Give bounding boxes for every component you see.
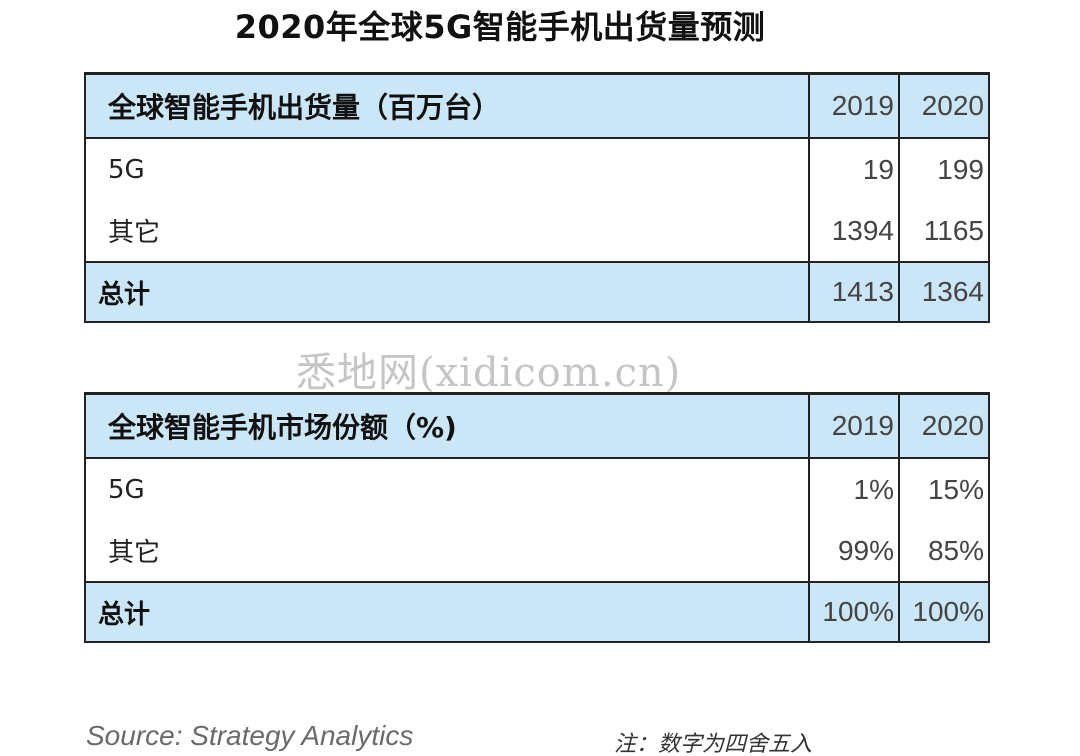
table-row: 5G 19 199: [84, 138, 990, 200]
row-label: 其它: [84, 200, 810, 262]
row-label: 5G: [84, 138, 810, 200]
total-label: 总计: [84, 261, 810, 322]
year-header: 2019: [808, 72, 900, 139]
total-value: 1413: [808, 261, 900, 322]
table-header-row: 全球智能手机市场份额（%) 2019 2020: [84, 392, 990, 459]
watermark: 悉地网(xidicom.cn): [296, 350, 682, 396]
table-header-row: 全球智能手机出货量（百万台） 2019 2020: [84, 72, 990, 139]
table-total-row: 总计 100% 100%: [84, 581, 990, 642]
year-header: 2020: [898, 392, 990, 459]
row-value: 19: [808, 138, 900, 200]
row-value: 1394: [808, 200, 900, 262]
table-row: 其它 1394 1165: [84, 200, 990, 262]
table-header-label: 全球智能手机市场份额（%): [84, 392, 810, 459]
row-label: 其它: [84, 520, 810, 582]
table-total-row: 总计 1413 1364: [84, 261, 990, 322]
shipments-table: 全球智能手机出货量（百万台） 2019 2020 5G 19 199 其它 13…: [84, 72, 990, 323]
row-value: 15%: [898, 458, 990, 520]
row-value: 1%: [808, 458, 900, 520]
table-row: 5G 1% 15%: [84, 458, 990, 520]
row-value: 85%: [898, 520, 990, 582]
total-value: 100%: [808, 581, 900, 642]
source-note: Source: Strategy Analytics: [86, 720, 414, 751]
table-row: 其它 99% 85%: [84, 520, 990, 582]
market-share-table: 全球智能手机市场份额（%) 2019 2020 5G 1% 15% 其它 99%…: [84, 392, 990, 643]
row-label: 5G: [84, 458, 810, 520]
table-header-label: 全球智能手机出货量（百万台）: [84, 72, 810, 139]
row-value: 99%: [808, 520, 900, 582]
year-header: 2020: [898, 72, 990, 139]
total-value: 100%: [898, 581, 990, 642]
total-value: 1364: [898, 261, 990, 322]
year-header: 2019: [808, 392, 900, 459]
rounding-note: 注：数字为四舍五入: [614, 732, 813, 756]
row-value: 199: [898, 138, 990, 200]
total-label: 总计: [84, 581, 810, 642]
row-value: 1165: [898, 200, 990, 262]
page-title: 2020年全球5G智能手机出货量预测: [234, 8, 766, 46]
